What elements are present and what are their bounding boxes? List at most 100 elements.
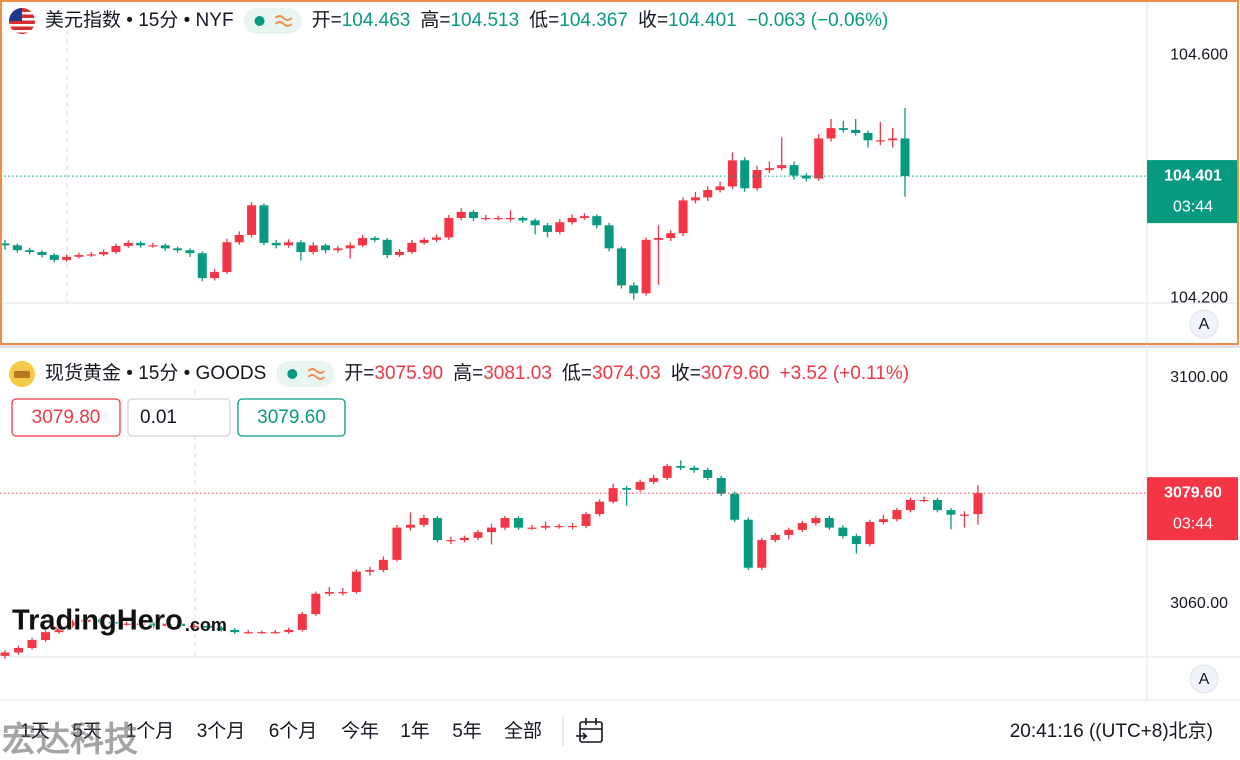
range-button[interactable]: 6个月 (269, 720, 318, 742)
order-box-buy[interactable] (237, 398, 346, 437)
field-value: 3075.90 (374, 363, 443, 384)
candle-body (784, 529, 794, 535)
active-pane-border (0, 0, 1239, 345)
candle-body (230, 629, 240, 633)
candle-body (270, 632, 280, 634)
candle-body (727, 160, 737, 187)
candle-body (395, 251, 405, 256)
candle-body (581, 514, 591, 526)
candle-body (234, 234, 244, 243)
candle-body (865, 521, 875, 545)
flag-canton (9, 8, 22, 21)
candle-body (905, 499, 915, 511)
candle-body (392, 527, 402, 560)
range-button[interactable]: 1天 (20, 721, 50, 742)
candle-body (676, 466, 686, 468)
candle-body (370, 238, 380, 240)
candle-body (27, 640, 37, 648)
candle-body (811, 518, 821, 524)
candle-body (629, 285, 639, 294)
candle-body (757, 540, 767, 568)
calendar-icon[interactable] (576, 718, 603, 743)
scale-button-bg[interactable] (1189, 309, 1219, 339)
candle-body (419, 518, 429, 525)
candle-body (149, 623, 159, 626)
candle-body (324, 592, 334, 594)
approx-icon (307, 368, 325, 380)
field-label: 高= (453, 362, 483, 384)
candle-body (919, 499, 929, 502)
scale-button[interactable]: A (1199, 671, 1210, 688)
candle-body (308, 245, 318, 252)
candle-body (505, 217, 515, 220)
candle-body (892, 510, 902, 520)
field-value: 104.463 (342, 10, 411, 31)
candle-body (740, 160, 750, 189)
brand-watermark: TradingHero (12, 605, 183, 637)
order-box-sell[interactable] (11, 398, 121, 437)
status-pill (243, 8, 302, 34)
field-value: 3074.03 (592, 363, 661, 384)
candle-body (616, 248, 626, 286)
range-button[interactable]: 3个月 (197, 720, 246, 742)
scale-button-bg[interactable] (1189, 664, 1219, 694)
range-button[interactable]: 1年 (400, 720, 430, 742)
candle-body (49, 255, 59, 260)
candle-body (0, 652, 10, 656)
candle-body (554, 525, 564, 528)
candle-body (838, 527, 848, 537)
candle-body (608, 488, 618, 502)
approx-icon (274, 15, 293, 27)
candle-body (122, 623, 132, 625)
candle-body (446, 540, 456, 542)
candle-body (37, 251, 47, 256)
candle-body (678, 200, 688, 234)
candle-body (851, 129, 861, 133)
last-price-tag (1147, 160, 1238, 224)
range-button[interactable]: 1个月 (126, 720, 175, 742)
order-sell[interactable]: 3079.80 (32, 407, 101, 428)
candle-body (123, 242, 133, 246)
status-pill (276, 361, 335, 387)
countdown: 03:44 (1173, 515, 1213, 532)
range-button[interactable]: 今年 (341, 720, 379, 742)
candle-body (189, 625, 199, 628)
candle-body (801, 175, 811, 179)
candle-body (259, 205, 269, 243)
candle-body (148, 245, 158, 247)
candle-body (297, 614, 307, 630)
field-value: 3081.03 (483, 363, 552, 384)
order-qty[interactable]: 0.01 (140, 407, 177, 428)
candle-body (135, 623, 145, 625)
candle-body (797, 523, 807, 530)
order-box-qty[interactable] (127, 398, 231, 437)
symbol-title: 现货黄金 • 15分 • GOODS (45, 362, 266, 384)
candle-body (851, 536, 861, 545)
order-buy[interactable]: 3079.60 (257, 407, 326, 428)
candle-body (41, 632, 51, 641)
candle-body (459, 537, 469, 541)
candle-body (863, 132, 873, 141)
candle-body (666, 233, 676, 239)
candle-body (542, 225, 552, 232)
candle-body (456, 211, 466, 218)
field-label: 低= (562, 362, 592, 384)
range-button[interactable]: 5天 (72, 721, 102, 742)
candle-body (703, 190, 713, 198)
candle-body (338, 592, 348, 594)
candle-body (54, 625, 64, 633)
field-value: 104.513 (450, 10, 519, 31)
candle-body (764, 168, 774, 171)
candle-body (875, 140, 885, 142)
range-button[interactable]: 全部 (504, 720, 542, 742)
symbol-title: 美元指数 • 15分 • NYF (45, 9, 234, 31)
candle-body (814, 138, 824, 179)
range-button[interactable]: 5年 (452, 720, 482, 742)
candle-body (382, 239, 392, 256)
candle-body (176, 623, 186, 626)
candle-body (405, 524, 415, 528)
candle-body (81, 619, 91, 622)
candle-body (649, 477, 659, 482)
scale-button[interactable]: A (1199, 316, 1210, 333)
